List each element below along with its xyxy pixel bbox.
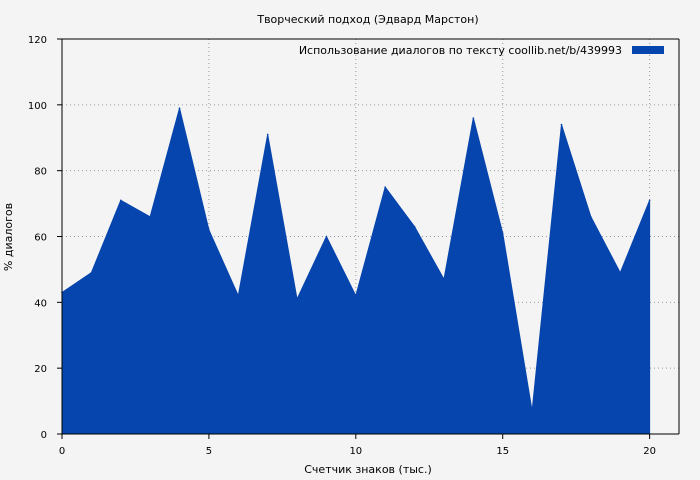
x-tick-label: 5 — [206, 446, 212, 457]
data-point — [266, 133, 269, 136]
legend: Использование диалогов по тексту coollib… — [299, 44, 664, 57]
x-tick-label: 15 — [496, 446, 509, 457]
data-point — [619, 271, 622, 274]
data-point — [355, 294, 357, 297]
x-tick-label: 20 — [643, 446, 656, 457]
legend-label: Использование диалогов по тексту coollib… — [299, 44, 622, 57]
y-tick-label: 120 — [28, 35, 47, 46]
y-tick-label: 60 — [34, 233, 47, 244]
data-point — [208, 229, 210, 231]
y-tick-label: 100 — [28, 101, 47, 112]
chart-title: Творческий подход (Эдвард Марстон) — [256, 13, 478, 26]
data-point — [325, 235, 328, 238]
data-point — [384, 186, 386, 188]
data-point — [296, 298, 298, 300]
x-axis-label: Счетчик знаков (тыс.) — [304, 463, 432, 476]
y-axis-label: % диалогов — [2, 203, 15, 271]
data-point — [178, 107, 181, 109]
x-tick-label: 0 — [59, 446, 65, 457]
data-point — [590, 215, 592, 218]
series-area-0 — [61, 107, 651, 435]
y-tick-label: 0 — [41, 430, 47, 441]
data-point — [413, 225, 416, 228]
data-point — [501, 232, 504, 235]
data-point — [149, 215, 151, 218]
y-tick-label: 80 — [34, 167, 47, 178]
data-point — [237, 294, 240, 297]
axes: 0 20 40 60 80 100 120 0 5 10 15 20 — [28, 35, 680, 457]
y-tick-label: 40 — [34, 298, 47, 309]
data-point — [119, 199, 122, 202]
legend-swatch — [632, 46, 664, 54]
data-point — [531, 410, 533, 412]
x-tick-label: 10 — [349, 446, 362, 457]
y-tick-label: 20 — [34, 364, 47, 375]
data-point — [472, 117, 475, 119]
data-point — [90, 271, 93, 274]
data-point — [560, 123, 563, 126]
data-point — [648, 199, 651, 202]
data-point — [443, 278, 445, 281]
